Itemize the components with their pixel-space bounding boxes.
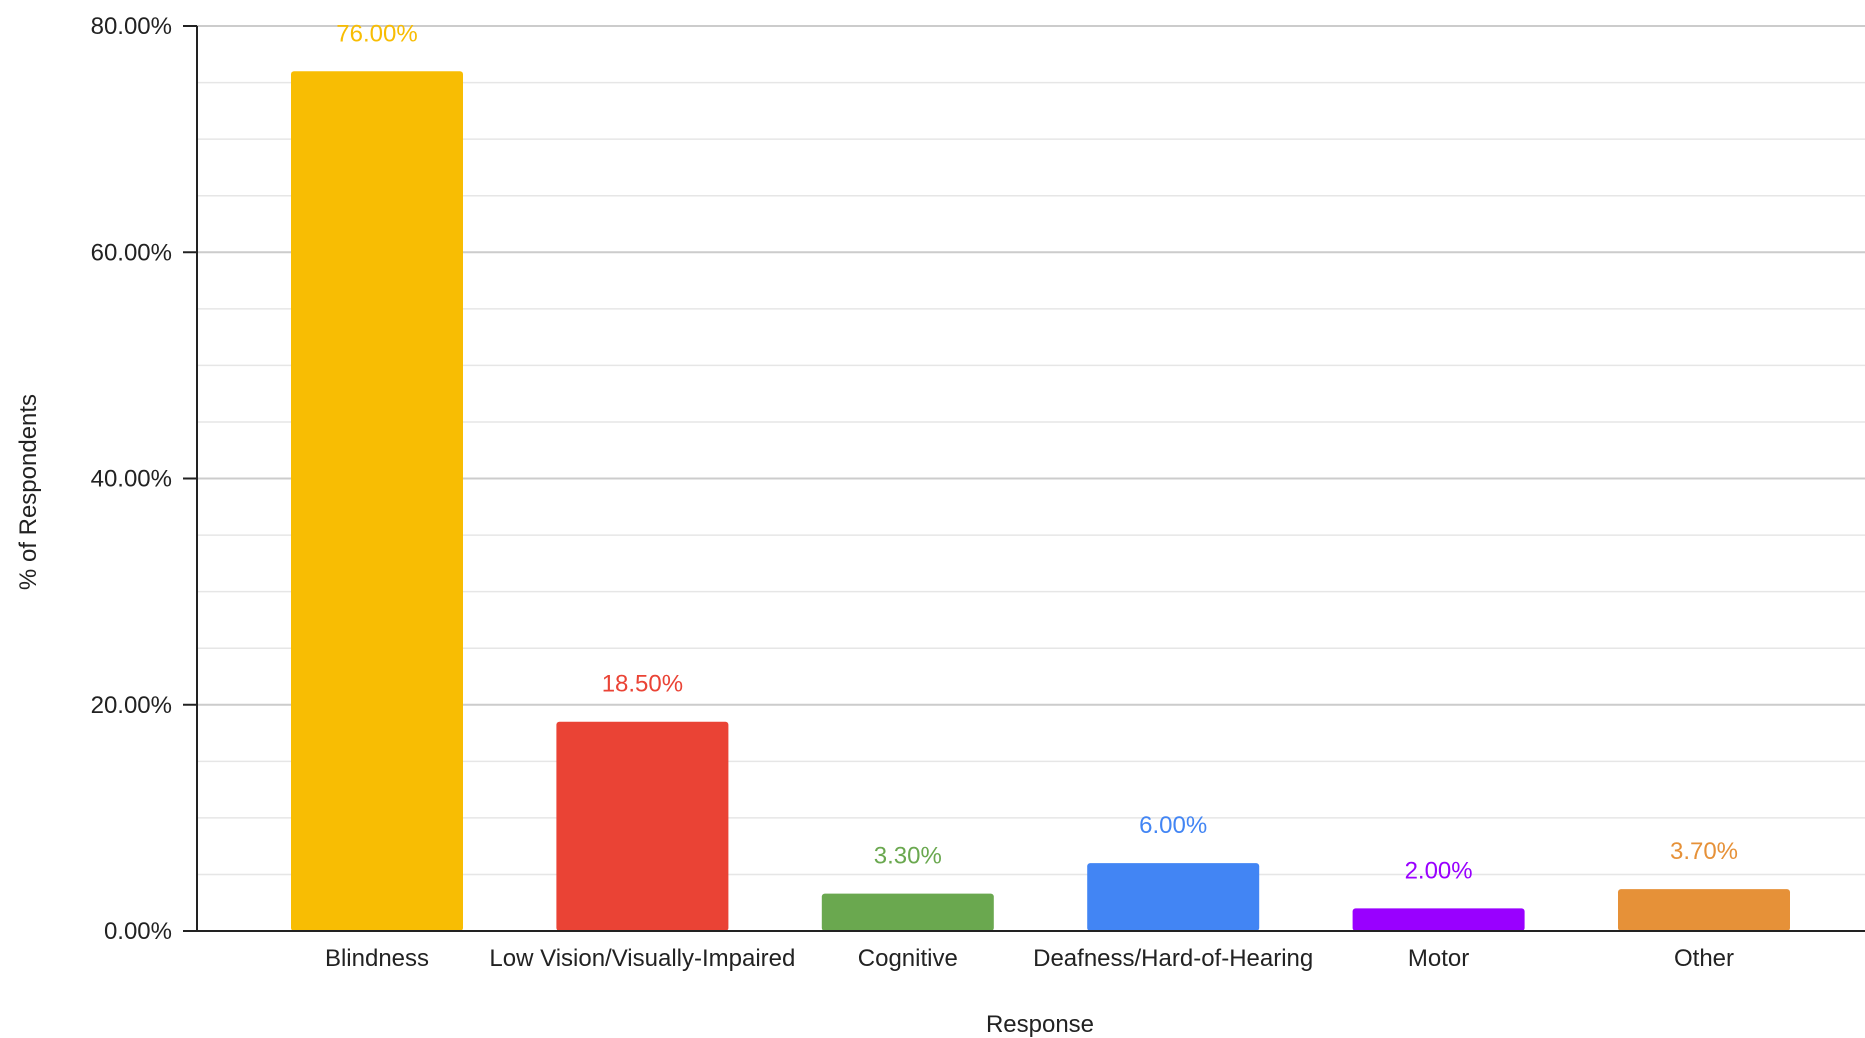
bar-blindness bbox=[291, 71, 463, 931]
y-tick-label: 0.00% bbox=[104, 918, 172, 945]
bar-deafness-hard-of-hearing bbox=[1087, 863, 1260, 931]
data-label: 3.30% bbox=[874, 843, 942, 870]
x-tick-label: Blindness bbox=[325, 945, 429, 972]
axes bbox=[183, 25, 1865, 932]
bars bbox=[291, 71, 1790, 931]
bar-cognitive bbox=[821, 893, 994, 931]
gridlines bbox=[197, 25, 1865, 876]
x-tick-labels: Blindness Low Vision/Visually-Impaired Cog… bbox=[325, 945, 1734, 972]
x-tick-label: Deafness/Hard-of-Hearing bbox=[1033, 945, 1313, 972]
y-tick-label: 20.00% bbox=[91, 692, 172, 719]
y-tick-label: 60.00% bbox=[91, 239, 172, 266]
x-axis-title: Response bbox=[986, 1011, 1094, 1038]
x-tick-label: Other bbox=[1674, 945, 1734, 972]
data-label: 76.00% bbox=[336, 20, 417, 47]
x-tick-label: Low Vision/Visually-Impaired bbox=[489, 945, 795, 972]
x-tick-label: Cognitive bbox=[858, 945, 958, 972]
y-axis-title: % of Respondents bbox=[15, 394, 42, 590]
y-tick-label: 80.00% bbox=[91, 13, 172, 40]
data-label: 18.50% bbox=[602, 671, 683, 698]
bar-low-vision-visually-impaired bbox=[556, 721, 729, 931]
data-label: 3.70% bbox=[1670, 838, 1738, 865]
bar-other bbox=[1618, 889, 1790, 931]
y-tick-labels: 0.00% 20.00% 40.00% 60.00% 80.00% bbox=[91, 13, 172, 945]
x-tick-label: Motor bbox=[1408, 945, 1469, 972]
data-label: 6.00% bbox=[1139, 812, 1207, 839]
data-labels: 76.00% 18.50% 3.30% 6.00% 2.00% 3.70% bbox=[336, 20, 1738, 884]
data-label: 2.00% bbox=[1405, 857, 1473, 884]
y-tick-label: 40.00% bbox=[91, 466, 172, 493]
bar-motor bbox=[1352, 908, 1525, 931]
